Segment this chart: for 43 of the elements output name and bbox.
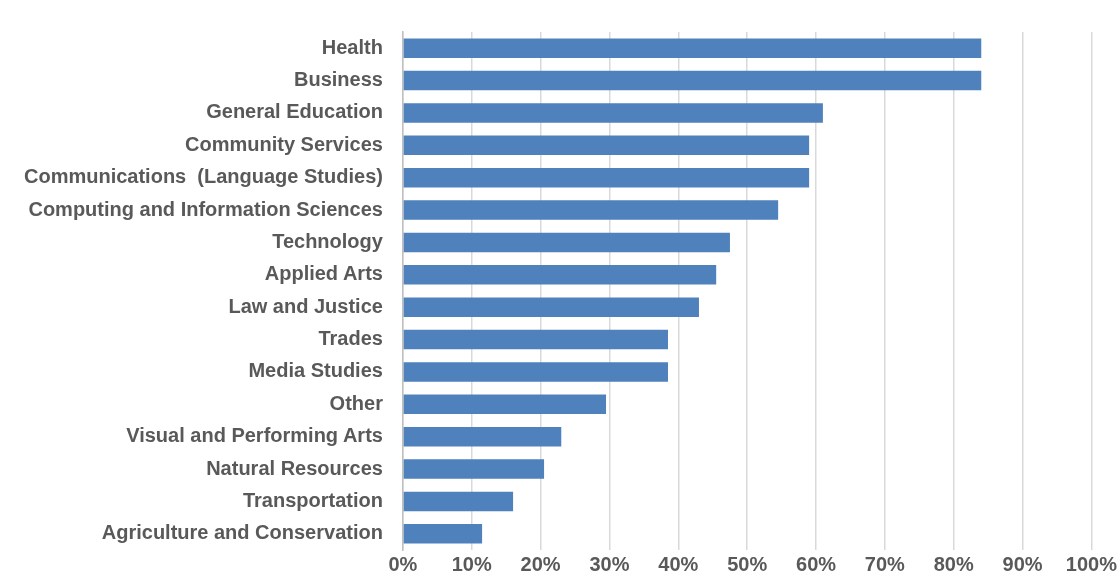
bar <box>403 524 483 544</box>
y-tick-label: Other <box>329 391 384 414</box>
bar <box>403 70 982 91</box>
y-tick-label: Health <box>321 35 383 58</box>
bar <box>403 200 779 220</box>
bar <box>403 103 823 123</box>
y-tick-label: Transportation <box>242 488 383 511</box>
x-tick-label: 70% <box>864 552 906 575</box>
y-tick-label: Law and Justice <box>228 294 383 317</box>
bar <box>403 491 514 512</box>
bar <box>403 459 545 479</box>
y-tick-label: Communications (Language Studies) <box>23 165 383 188</box>
bar <box>403 232 730 253</box>
x-tick-label: 90% <box>1002 552 1043 575</box>
bar <box>403 135 810 156</box>
y-tick-label: Agriculture and Conservation <box>101 521 383 544</box>
y-tick-label: Media Studies <box>248 359 383 382</box>
bar <box>403 394 607 415</box>
x-tick-label: 30% <box>589 552 630 575</box>
bar <box>403 38 982 58</box>
bar <box>403 265 717 285</box>
bar <box>403 426 562 447</box>
bar <box>403 362 668 382</box>
y-tick-label: Visual and Performing Arts <box>126 424 383 447</box>
y-tick-label: Technology <box>272 229 384 252</box>
y-tick-label: Natural Resources <box>206 456 383 479</box>
x-tick-label: 20% <box>520 552 561 575</box>
x-tick-label: 60% <box>796 552 837 575</box>
x-tick-label: 50% <box>727 552 768 575</box>
y-tick-label: Business <box>293 68 383 91</box>
y-tick-label: Applied Arts <box>264 262 383 285</box>
bar <box>403 329 668 350</box>
bar <box>403 167 810 188</box>
x-tick-label: 10% <box>451 552 492 575</box>
x-tick-label: 80% <box>933 552 974 575</box>
y-tick-label: Trades <box>318 327 383 350</box>
y-tick-label: Community Services <box>185 132 383 155</box>
x-tick-label: 100% <box>1065 552 1118 575</box>
x-tick-label: 0% <box>388 552 418 575</box>
bar <box>403 297 699 317</box>
y-tick-label: Computing and Information Sciences <box>28 197 383 220</box>
y-tick-label: General Education <box>206 100 383 123</box>
x-tick-label: 40% <box>658 552 699 575</box>
